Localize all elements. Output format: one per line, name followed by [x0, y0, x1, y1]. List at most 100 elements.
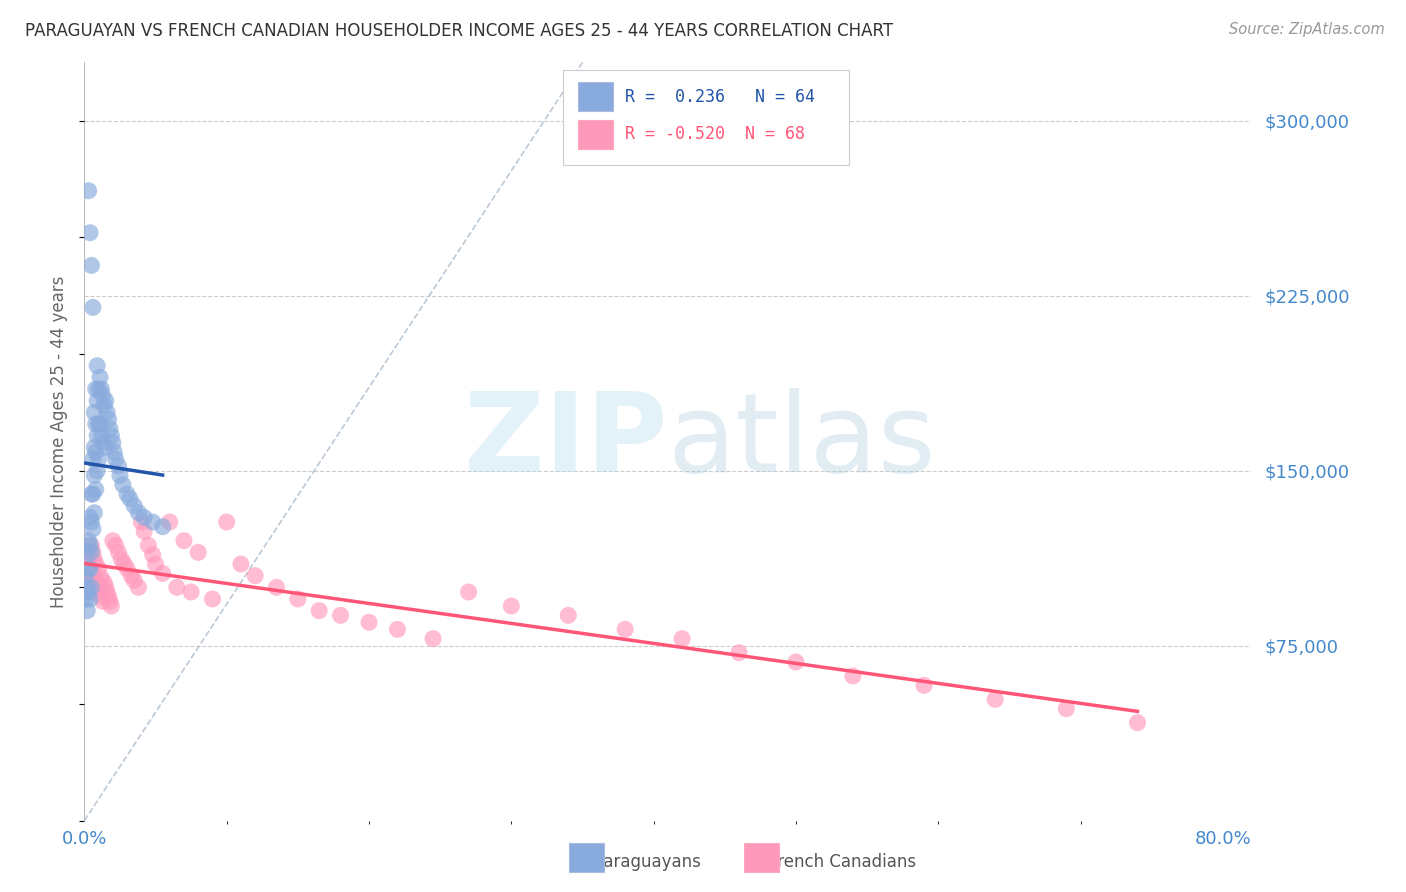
Point	[842, 669, 865, 683]
Point	[94, 393, 117, 408]
Point	[108, 468, 131, 483]
Point	[77, 533, 100, 548]
Point	[91, 435, 114, 450]
Point	[308, 604, 330, 618]
Point	[84, 557, 107, 571]
Point	[90, 590, 112, 604]
Point	[84, 382, 107, 396]
Point	[86, 359, 108, 373]
Point	[83, 441, 105, 455]
Text: R = -0.520  N = 68: R = -0.520 N = 68	[624, 126, 804, 144]
Point	[75, 545, 97, 559]
Point	[1126, 715, 1149, 730]
Point	[89, 370, 111, 384]
Point	[89, 417, 111, 431]
Point	[152, 566, 174, 581]
Point	[159, 515, 181, 529]
Point	[80, 259, 103, 273]
Point	[79, 592, 101, 607]
Point	[100, 428, 122, 442]
Point	[785, 655, 807, 669]
Point	[90, 428, 112, 442]
Y-axis label: Householder Income Ages 25 - 44 years: Householder Income Ages 25 - 44 years	[51, 276, 69, 607]
Point	[152, 519, 174, 533]
Text: French Canadians: French Canadians	[769, 854, 917, 871]
Point	[87, 417, 110, 431]
Point	[614, 623, 637, 637]
Point	[173, 533, 195, 548]
Point	[76, 545, 98, 559]
Point	[180, 585, 202, 599]
Point	[138, 538, 160, 552]
Point	[229, 557, 252, 571]
Point	[79, 538, 101, 552]
Point	[107, 458, 129, 473]
Point	[82, 522, 104, 536]
Point	[107, 545, 129, 559]
Point	[266, 580, 288, 594]
Point	[83, 571, 105, 585]
Point	[77, 184, 100, 198]
Point	[120, 568, 142, 582]
Point	[79, 510, 101, 524]
Point	[118, 491, 141, 506]
Point	[122, 499, 145, 513]
Point	[83, 405, 105, 419]
Point	[187, 545, 209, 559]
Point	[129, 515, 152, 529]
Point	[87, 382, 110, 396]
Point	[243, 568, 266, 582]
Point	[422, 632, 444, 646]
Point	[104, 452, 127, 467]
Bar	[578, 120, 613, 149]
Point	[79, 562, 101, 576]
Point	[86, 464, 108, 478]
Text: PARAGUAYAN VS FRENCH CANADIAN HOUSEHOLDER INCOME AGES 25 - 44 YEARS CORRELATION : PARAGUAYAN VS FRENCH CANADIAN HOUSEHOLDE…	[25, 22, 893, 40]
Bar	[578, 82, 613, 111]
Point	[76, 604, 98, 618]
Point	[83, 552, 105, 566]
Point	[145, 557, 167, 571]
Bar	[568, 844, 603, 872]
Point	[93, 575, 115, 590]
Point	[76, 552, 98, 566]
Point	[84, 574, 107, 588]
Point	[103, 445, 125, 459]
Point	[112, 557, 135, 571]
Point	[166, 580, 188, 594]
Point	[557, 608, 579, 623]
Point	[80, 487, 103, 501]
Point	[83, 506, 105, 520]
Text: atlas: atlas	[668, 388, 936, 495]
Point	[90, 382, 112, 396]
Point	[82, 487, 104, 501]
Point	[80, 566, 103, 581]
Point	[111, 477, 134, 491]
Point	[115, 562, 138, 576]
Point	[97, 412, 120, 426]
Point	[127, 506, 149, 520]
Point	[101, 533, 124, 548]
Point	[101, 435, 124, 450]
Point	[90, 571, 112, 585]
Point	[82, 545, 104, 559]
Point	[142, 515, 165, 529]
Point	[93, 398, 115, 412]
Point	[96, 405, 118, 419]
Point	[98, 594, 121, 608]
Point	[75, 568, 97, 582]
Point	[84, 417, 107, 431]
Point	[104, 538, 127, 552]
Point	[80, 538, 103, 552]
Point	[984, 692, 1007, 706]
Point	[215, 515, 238, 529]
Text: R =  0.236   N = 64: R = 0.236 N = 64	[624, 87, 814, 105]
Point	[86, 575, 108, 590]
Point	[87, 562, 110, 576]
Point	[75, 592, 97, 607]
Point	[89, 585, 111, 599]
Point	[457, 585, 479, 599]
Point	[110, 552, 132, 566]
Bar	[744, 844, 779, 872]
Point	[912, 678, 935, 692]
